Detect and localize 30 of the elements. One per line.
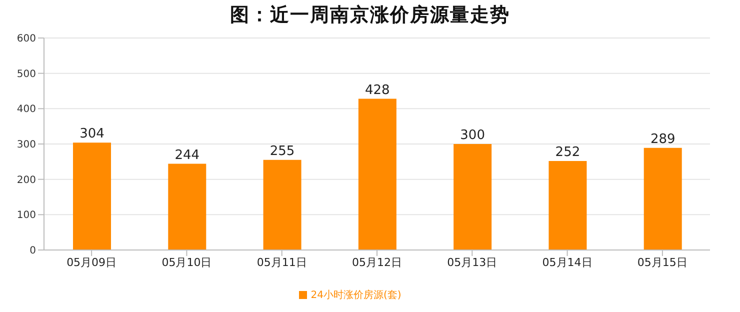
- data-label: 300: [460, 128, 485, 143]
- chart-title: 图：近一周南京涨价房源量走势: [229, 3, 511, 28]
- x-tick-label: 05月10日: [162, 256, 212, 269]
- data-label: 304: [80, 126, 104, 142]
- legend-label: 24小时涨价房源(套): [310, 290, 402, 301]
- bar: [168, 164, 206, 250]
- y-tick-label: 500: [16, 68, 36, 80]
- y-tick-label: 200: [16, 174, 36, 186]
- x-tick-label: 05月15日: [637, 256, 688, 269]
- y-tick-label: 0: [30, 246, 36, 257]
- bar: [263, 160, 302, 250]
- x-tick-label: 05月13日: [447, 256, 498, 269]
- data-label: 255: [270, 144, 295, 159]
- data-label: 252: [555, 144, 580, 160]
- y-tick-label: 600: [16, 34, 36, 45]
- data-label: 428: [365, 82, 390, 98]
- bar: [358, 98, 396, 250]
- data-label: 289: [650, 132, 676, 147]
- bar: [454, 144, 492, 250]
- y-tick-label: 300: [16, 140, 36, 151]
- x-tick-label: 05月09日: [66, 256, 117, 269]
- x-tick-label: 05月11日: [256, 256, 307, 269]
- bar: [73, 142, 111, 250]
- y-tick-label: 100: [16, 210, 36, 222]
- y-tick-label: 400: [16, 104, 36, 116]
- bar: [548, 160, 587, 250]
- bar: [644, 148, 682, 250]
- data-label: 244: [174, 148, 200, 163]
- x-tick-label: 05月14日: [542, 256, 592, 269]
- x-tick-label: 05月12日: [352, 256, 402, 269]
